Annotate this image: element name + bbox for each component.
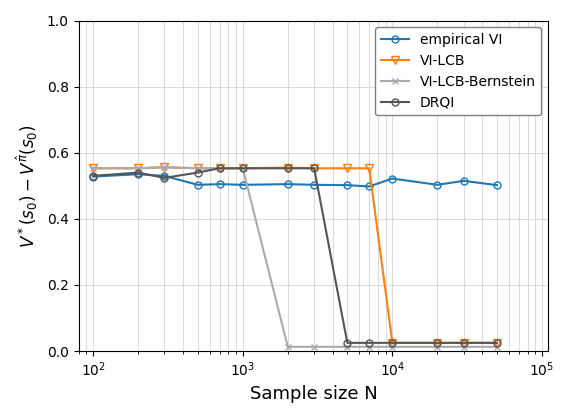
DRQI [461,340,467,345]
empirical VI [216,182,223,187]
DRQI [494,340,500,345]
DRQI [389,340,396,345]
VI-LCB-Bernstein [434,344,441,349]
Line: DRQI: DRQI [89,165,500,347]
DRQI [311,166,317,171]
Line: empirical VI: empirical VI [89,171,500,190]
VI-LCB-Bernstein [311,344,317,349]
empirical VI [194,182,201,187]
VI-LCB [494,340,500,345]
VI-LCB [89,166,96,171]
Legend: empirical VI, VI-LCB, VI-LCB-Bernstein, DRQI: empirical VI, VI-LCB, VI-LCB-Bernstein, … [375,28,542,115]
VI-LCB-Bernstein [366,344,373,349]
DRQI [89,173,96,178]
empirical VI [284,182,291,187]
DRQI [344,340,351,345]
empirical VI [389,176,396,181]
VI-LCB-Bernstein [344,344,351,349]
VI-LCB-Bernstein [135,166,141,171]
DRQI [161,176,168,181]
DRQI [434,340,441,345]
empirical VI [239,182,246,187]
VI-LCB-Bernstein [389,344,396,349]
VI-LCB [311,166,317,171]
DRQI [284,166,291,171]
DRQI [366,340,373,345]
DRQI [239,166,246,171]
VI-LCB-Bernstein [216,166,223,171]
VI-LCB [461,340,467,345]
VI-LCB [239,166,246,171]
VI-LCB [216,166,223,171]
Y-axis label: $V^*(s_0) - V^{\hat{\pi}}(s_0)$: $V^*(s_0) - V^{\hat{\pi}}(s_0)$ [15,124,41,247]
VI-LCB [389,340,396,345]
VI-LCB [366,166,373,171]
VI-LCB [194,166,201,171]
empirical VI [461,178,467,184]
empirical VI [161,173,168,178]
empirical VI [434,182,441,187]
VI-LCB-Bernstein [461,344,467,349]
empirical VI [344,183,351,188]
VI-LCB [434,340,441,345]
VI-LCB-Bernstein [239,166,246,171]
DRQI [216,166,223,171]
X-axis label: Sample size N: Sample size N [250,385,377,403]
empirical VI [494,183,500,188]
VI-LCB-Bernstein [284,344,291,349]
empirical VI [311,182,317,187]
Line: VI-LCB: VI-LCB [89,163,501,347]
Line: VI-LCB-Bernstein: VI-LCB-Bernstein [89,164,500,350]
VI-LCB-Bernstein [161,165,168,170]
empirical VI [135,172,141,177]
empirical VI [89,174,96,179]
VI-LCB-Bernstein [194,166,201,171]
VI-LCB [135,166,141,171]
DRQI [135,170,141,175]
VI-LCB-Bernstein [89,166,96,171]
empirical VI [366,184,373,189]
VI-LCB [344,166,351,171]
DRQI [194,170,201,175]
VI-LCB [284,165,291,170]
VI-LCB [161,165,168,170]
VI-LCB-Bernstein [494,344,500,349]
